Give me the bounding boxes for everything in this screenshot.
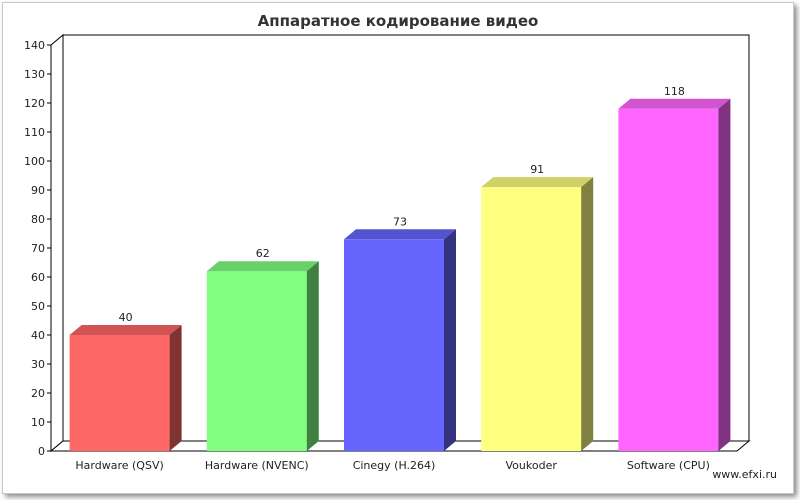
bar-front: [206, 271, 307, 451]
bar: 118: [618, 85, 731, 452]
bar: 91: [481, 163, 594, 451]
bar-chart: Аппаратное кодирование видео 0 10 20 30 40 50…: [24, 12, 751, 472]
bar-front: [481, 187, 582, 451]
y-tick-label: 130: [24, 68, 45, 81]
category-label: Software (CPU): [627, 459, 710, 472]
y-tick-label: 100: [24, 155, 45, 168]
bar-front: [618, 108, 719, 452]
y-tick-label: 10: [31, 416, 45, 429]
category-label: Voukoder: [506, 459, 558, 472]
bar-front: [69, 335, 170, 451]
bar: 73: [344, 215, 456, 451]
bar-value-label: 73: [393, 215, 407, 228]
y-tick-label: 90: [31, 184, 45, 197]
bar-value-label: 91: [530, 163, 544, 176]
y-tick-label: 70: [31, 242, 45, 255]
y-tick-label: 80: [31, 213, 45, 226]
bar-side: [581, 177, 594, 451]
y-tick-label: 60: [31, 271, 45, 284]
bar-side: [306, 261, 319, 451]
bar-front: [344, 239, 444, 451]
bars: 40 62 73 91 118: [69, 85, 731, 452]
category-labels: Hardware (QSV) Hardware (NVENC) Cinegy (H.…: [75, 459, 709, 472]
category-label: Hardware (NVENC): [205, 459, 309, 472]
y-tick-label: 120: [24, 97, 45, 110]
watermark: www.efxi.ru: [712, 468, 777, 481]
bar: 40: [69, 311, 182, 451]
bar-top: [618, 98, 731, 109]
y-axis-ticks: 0 10 20 30 40 50 60 70 80 90 100 110 120 130 140: [24, 39, 51, 458]
bar-top: [206, 261, 319, 272]
bar-value-label: 40: [119, 311, 133, 324]
y-tick-label: 40: [31, 329, 45, 342]
bar-side: [718, 98, 731, 452]
bar-value-label: 118: [664, 85, 685, 98]
bar-side: [444, 229, 456, 451]
left-wall: [50, 33, 64, 453]
bar-top: [344, 229, 456, 240]
y-tick-label: 20: [31, 387, 45, 400]
chart-title: Аппаратное кодирование видео: [258, 12, 539, 30]
bar-side: [169, 325, 182, 451]
bar: 62: [206, 247, 319, 451]
y-tick-label: 140: [24, 39, 45, 52]
y-tick-label: 30: [31, 358, 45, 371]
chart-frame: Аппаратное кодирование видео 0 10 20 30 40 50…: [2, 2, 794, 494]
bar-top: [481, 177, 594, 188]
y-tick-label: 0: [38, 445, 45, 458]
y-tick-label: 110: [24, 126, 45, 139]
category-label: Hardware (QSV): [75, 459, 163, 472]
bar-value-label: 62: [256, 247, 270, 260]
bar-top: [69, 325, 182, 335]
category-label: Cinegy (H.264): [353, 459, 436, 472]
y-tick-label: 50: [31, 300, 45, 313]
